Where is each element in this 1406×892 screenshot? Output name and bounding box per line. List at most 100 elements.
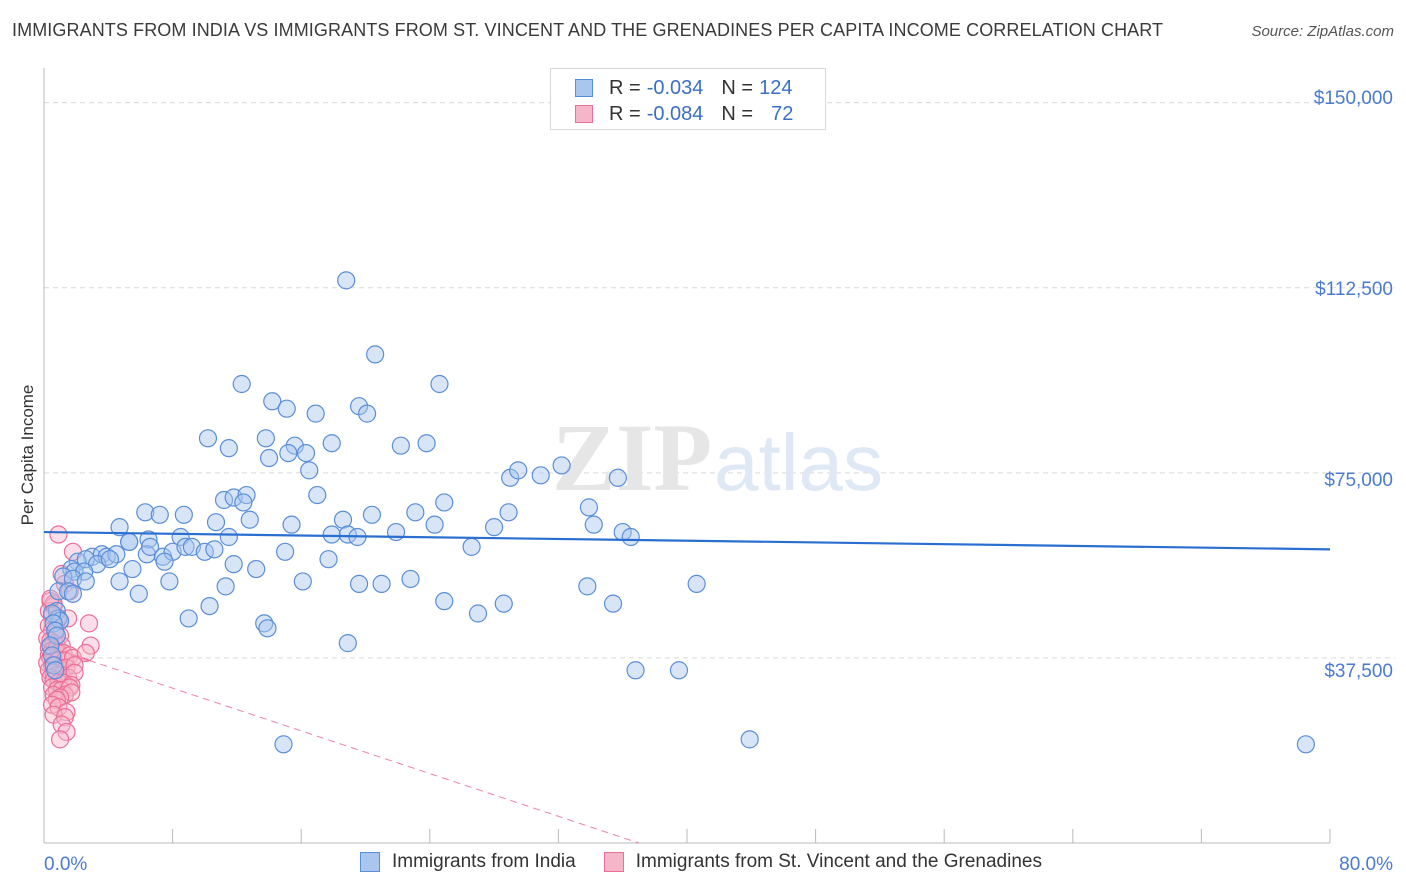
india-point xyxy=(174,505,193,524)
india-point xyxy=(285,436,304,455)
legend-item-stvincent[interactable]: Immigrants from St. Vincent and the Gren… xyxy=(603,851,1042,873)
india-point xyxy=(150,505,169,524)
r-label: R = xyxy=(609,102,641,125)
series-india xyxy=(41,271,1315,754)
india-point xyxy=(234,493,253,512)
india-point xyxy=(110,518,129,537)
india-point xyxy=(123,559,142,579)
n-label: N = xyxy=(721,102,754,125)
r-label: R = xyxy=(609,76,641,99)
india-point xyxy=(205,540,224,559)
india-point xyxy=(401,569,420,589)
india-point xyxy=(139,530,158,549)
india-point xyxy=(110,572,129,591)
india-point xyxy=(531,466,550,485)
x-tick-label-min: 0.0% xyxy=(44,854,87,875)
india-point xyxy=(76,572,95,591)
watermark-atlas: atlas xyxy=(714,418,883,507)
india-point xyxy=(687,574,706,593)
india-point xyxy=(120,532,139,552)
x-tick-label-max: 80.0% xyxy=(1339,854,1393,875)
india-point xyxy=(263,392,282,411)
y-tick-label: $112,500 xyxy=(1315,279,1393,300)
stvincent-point xyxy=(79,614,99,633)
india-point xyxy=(406,503,425,522)
india-point xyxy=(366,345,385,364)
india-point xyxy=(198,429,218,448)
india-point xyxy=(306,404,325,423)
tick-labels: $150,000 $112,500 $75,000 $37,500 0.0% 8… xyxy=(44,88,1393,875)
india-point xyxy=(362,505,382,524)
india-point xyxy=(176,537,195,556)
india-point xyxy=(740,730,759,749)
india-point xyxy=(608,468,627,487)
watermark-zip: ZIP xyxy=(552,404,712,511)
legend-item-india[interactable]: Immigrants from India xyxy=(360,851,576,873)
india-point xyxy=(435,493,454,512)
india-point xyxy=(337,271,356,290)
india-point xyxy=(358,404,377,423)
india-point xyxy=(338,634,357,653)
india-point xyxy=(247,559,266,579)
stvincent-n-value: 72 xyxy=(771,102,794,125)
india-point xyxy=(274,735,293,754)
india-point xyxy=(258,619,277,638)
india-point xyxy=(256,429,275,448)
india-point xyxy=(485,518,504,537)
india-trend-segment xyxy=(43,530,1331,551)
india-point xyxy=(136,503,155,522)
y-tick-label: $75,000 xyxy=(1324,470,1393,491)
series-legend: Immigrants from India Immigrants from St… xyxy=(360,851,1070,873)
india-point xyxy=(391,436,410,455)
india-point xyxy=(322,525,341,544)
india-point xyxy=(552,456,571,475)
india-point xyxy=(224,555,243,574)
india-point xyxy=(669,661,689,680)
india-point xyxy=(430,374,449,394)
india-point xyxy=(349,574,369,593)
india-point xyxy=(160,572,179,591)
stvincent-legend-label: Immigrants from St. Vincent and the Gren… xyxy=(635,851,1042,872)
india-legend-label: Immigrants from India xyxy=(392,851,576,872)
india-swatch xyxy=(575,79,593,97)
india-point xyxy=(49,582,68,601)
stvincent-point xyxy=(57,722,76,742)
gridlines xyxy=(44,102,1395,659)
india-point xyxy=(276,542,295,561)
india-point xyxy=(417,434,436,453)
india-point xyxy=(140,537,160,556)
correlation-legend: R = -0.034 N = 124 R = -0.084 N = 72 xyxy=(550,68,826,130)
india-point xyxy=(206,513,226,532)
india-point xyxy=(282,515,301,534)
india-point xyxy=(499,503,518,522)
india-point xyxy=(240,510,259,529)
stvincent-r-value: -0.084 xyxy=(646,102,704,125)
india-point xyxy=(435,592,454,611)
india-point xyxy=(626,661,645,680)
trend-line-india xyxy=(43,530,1331,551)
source-label: Source: ZipAtlas.com xyxy=(1251,23,1394,40)
legend-row-stvincent: R = -0.084 N = 72 xyxy=(575,102,793,126)
india-point xyxy=(279,443,298,463)
india-point xyxy=(509,461,528,480)
axes xyxy=(43,68,1331,844)
stvincent-legend-swatch xyxy=(603,852,624,872)
stvincent-point xyxy=(49,525,68,544)
stvincent-point xyxy=(62,683,81,702)
india-point xyxy=(296,443,316,463)
india-point xyxy=(47,626,66,645)
n-label: N = xyxy=(721,76,754,99)
india-point xyxy=(621,527,640,547)
india-point xyxy=(293,572,312,591)
stvincent-swatch xyxy=(575,105,593,123)
legend-row-india: R = -0.034 N = 124 xyxy=(575,76,792,100)
india-point xyxy=(579,498,599,517)
india-point xyxy=(59,582,78,601)
stvincent-point xyxy=(76,643,95,663)
stvincent-trend-dashed xyxy=(88,659,639,844)
india-point xyxy=(1296,735,1315,754)
india-point xyxy=(462,537,481,556)
india-point xyxy=(578,577,597,596)
india-point xyxy=(46,661,65,680)
